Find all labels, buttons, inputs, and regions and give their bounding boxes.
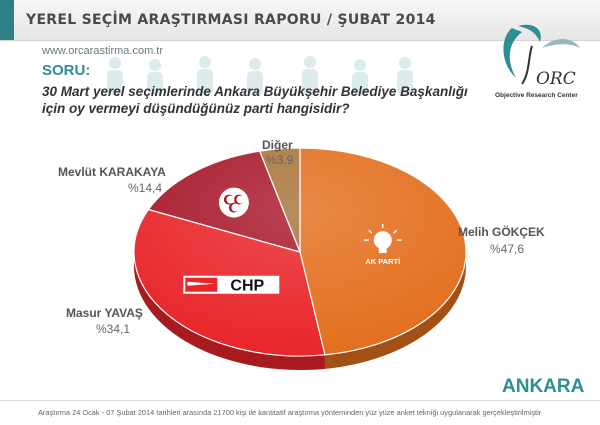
chp-logo: CHP [183, 275, 280, 295]
website-link[interactable]: www.orcarastirma.com.tr [42, 45, 164, 57]
question-line-1: 30 Mart yerel seçimlerinde Ankara Büyükş… [42, 84, 468, 99]
slice-value-gokcek: %47,6 [490, 242, 525, 256]
question-line-2: için oy vermeyi düşündüğünüz parti hangi… [42, 101, 350, 116]
city-label: ANKARA [502, 376, 585, 397]
ak-parti-logo-text: AK PARTİ [365, 257, 400, 266]
pie-gloss [134, 148, 466, 356]
party-logos: AK PARTİ CHP [183, 187, 402, 295]
pie-slices [133, 147, 467, 357]
slice-value-yavas: %34,1 [96, 322, 131, 336]
mhp-logo [218, 187, 249, 218]
question-label: SORU: [42, 62, 91, 79]
header-accent [0, 0, 14, 40]
people-silhouette-decoration [107, 56, 413, 95]
footer-divider [0, 400, 600, 401]
chp-logo-text: CHP [230, 278, 264, 295]
header-bar [0, 0, 600, 41]
orc-logo: ORC [503, 24, 580, 89]
slice-label-karakaya: Mevlüt KARAKAYA [58, 165, 166, 179]
ak-parti-logo: AK PARTİ [363, 224, 402, 266]
slice-label-gokcek: Melih GÖKÇEK [458, 225, 545, 239]
logo-wordmark: ORC [536, 69, 576, 89]
question-text: 30 Mart yerel seçimlerinde Ankara Büyükş… [42, 83, 492, 117]
logo-subtitle: Objective Research Center [495, 92, 578, 99]
slice-value-diger: %3,9 [266, 153, 294, 167]
slice-label-diger: Diğer [262, 138, 293, 152]
report-title: YEREL SEÇİM ARAŞTIRMASI RAPORU / ŞUBAT 2… [26, 12, 436, 28]
slice-value-karakaya: %14,4 [128, 181, 163, 195]
footnote: Araştırma 24 Ocak - 07 Şubat 2014 tarihl… [38, 408, 542, 417]
slice-label-yavas: Masur YAVAŞ [66, 306, 143, 320]
